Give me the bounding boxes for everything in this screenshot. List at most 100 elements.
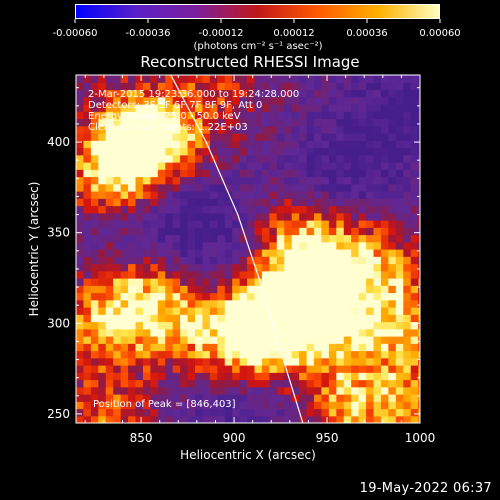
heatmap-cell: [120, 89, 129, 98]
heatmap-cell: [343, 118, 352, 127]
heatmap-cell: [217, 270, 226, 279]
heatmap-cell: [261, 314, 270, 323]
heatmap-cell: [284, 278, 293, 286]
heatmap-cell: [358, 401, 367, 410]
heatmap-cell: [98, 343, 107, 352]
heatmap-cell: [180, 249, 189, 257]
heatmap-cell: [142, 162, 151, 170]
heatmap-cell: [135, 394, 144, 402]
heatmap-cell: [343, 328, 352, 337]
heatmap-cell: [306, 191, 315, 199]
heatmap-cell: [276, 241, 285, 250]
heatmap-cell: [247, 111, 256, 120]
heatmap-cell: [314, 357, 323, 366]
heatmap-cell: [373, 365, 382, 373]
heatmap-cell: [410, 212, 419, 221]
heatmap-cell: [90, 191, 99, 199]
heatmap-cell: [395, 401, 404, 410]
heatmap-cell: [150, 292, 159, 301]
heatmap-cell: [202, 394, 211, 402]
heatmap-cell: [90, 350, 99, 359]
heatmap-cell: [299, 299, 308, 308]
heatmap-cell: [90, 82, 99, 91]
heatmap-cell: [366, 415, 375, 423]
heatmap-cell: [291, 169, 300, 178]
heatmap-cell: [373, 343, 382, 352]
heatmap-cell: [239, 408, 248, 417]
heatmap-cell: [83, 198, 92, 207]
heatmap-cell: [336, 270, 345, 279]
heatmap-cell: [351, 408, 360, 417]
heatmap-cell: [351, 314, 360, 323]
heatmap-cell: [314, 227, 323, 236]
heatmap-cell: [98, 292, 107, 301]
heatmap-cell: [351, 249, 360, 257]
heatmap-cell: [98, 75, 107, 83]
heatmap-cell: [314, 343, 323, 352]
heatmap-cell: [418, 278, 420, 286]
heatmap-cell: [373, 299, 382, 308]
heatmap-cell: [142, 379, 151, 388]
heatmap-cell: [239, 386, 248, 395]
heatmap-cell: [388, 299, 397, 308]
heatmap-cell: [128, 212, 137, 221]
heatmap-cell: [276, 162, 285, 170]
heatmap-cell: [195, 169, 204, 178]
heatmap-cell: [105, 125, 114, 134]
heatmap-cell: [232, 183, 241, 192]
heatmap-cell: [299, 111, 308, 120]
heatmap-cell: [172, 365, 181, 373]
heatmap-cell: [351, 82, 360, 91]
heatmap-cell: [276, 191, 285, 199]
heatmap-cell: [76, 328, 85, 337]
heatmap-cell: [76, 365, 85, 373]
heatmap-cell: [284, 154, 293, 163]
heatmap-cell: [314, 379, 323, 388]
heatmap-cell: [202, 343, 211, 352]
heatmap-cell: [195, 205, 204, 214]
heatmap-cell: [165, 118, 174, 127]
heatmap-cell: [165, 183, 174, 192]
heatmap-cell: [247, 220, 256, 228]
heatmap-cell: [418, 343, 420, 352]
heatmap-cell: [254, 104, 263, 112]
heatmap-cell: [276, 328, 285, 337]
heatmap-cell: [388, 82, 397, 91]
heatmap-cell: [306, 270, 315, 279]
heatmap-cell: [150, 285, 159, 294]
heatmap-cell: [358, 321, 367, 330]
heatmap-cell: [247, 314, 256, 323]
heatmap-cell: [113, 140, 122, 149]
heatmap-cell: [83, 220, 92, 228]
heatmap-cell: [366, 169, 375, 178]
heatmap-cell: [343, 241, 352, 250]
heatmap-cell: [195, 415, 204, 423]
heatmap-cell: [76, 401, 85, 410]
heatmap-cell: [83, 133, 92, 141]
heatmap-cell: [403, 104, 412, 112]
heatmap-cell: [232, 285, 241, 294]
heatmap-cell: [328, 140, 337, 149]
heatmap-cell: [358, 365, 367, 373]
heatmap-cell: [321, 372, 330, 381]
heatmap-cell: [172, 154, 181, 163]
heatmap-cell: [388, 212, 397, 221]
heatmap-cell: [150, 176, 159, 185]
heatmap-cell: [128, 299, 137, 308]
heatmap-cell: [366, 278, 375, 286]
heatmap-cell: [232, 198, 241, 207]
heatmap-cell: [410, 125, 419, 134]
heatmap-cell: [328, 162, 337, 170]
heatmap-cell: [83, 140, 92, 149]
heatmap-cell: [254, 256, 263, 265]
heatmap-cell: [336, 183, 345, 192]
heatmap-cell: [410, 96, 419, 105]
heatmap-cell: [209, 386, 218, 395]
heatmap-cell: [358, 169, 367, 178]
heatmap-cell: [202, 191, 211, 199]
heatmap-cell: [224, 270, 233, 279]
heatmap-cell: [128, 394, 137, 402]
heatmap-cell: [380, 154, 389, 163]
heatmap-cell: [165, 234, 174, 243]
heatmap-cell: [403, 365, 412, 373]
